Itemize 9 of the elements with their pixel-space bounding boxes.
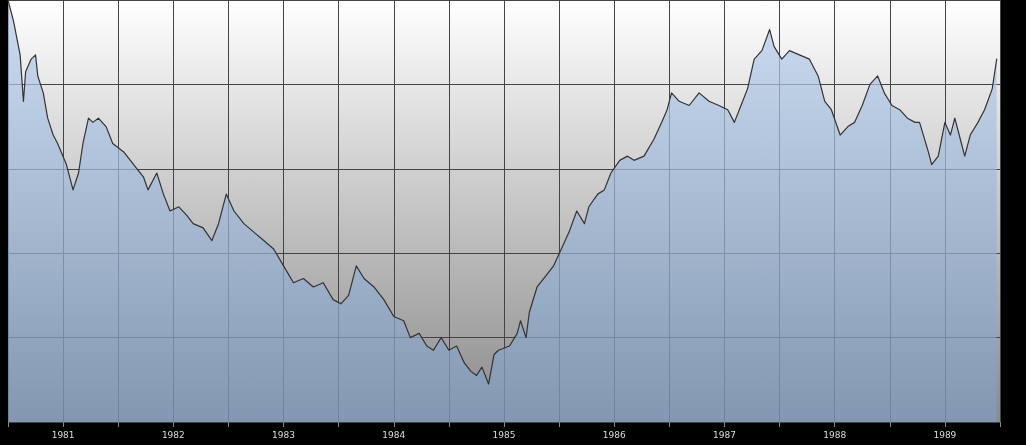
x-tick-label: 1984 [382,429,406,440]
x-tick-label: 1983 [272,429,296,440]
x-tick-label: 1981 [51,429,75,440]
x-tick-label: 1985 [492,429,516,440]
x-tick-label: 1989 [933,429,957,440]
x-tick-label: 1982 [161,429,185,440]
x-tick-label: 1988 [823,429,847,440]
x-tick-label: 1986 [602,429,626,440]
x-tick-label: 1987 [712,429,736,440]
